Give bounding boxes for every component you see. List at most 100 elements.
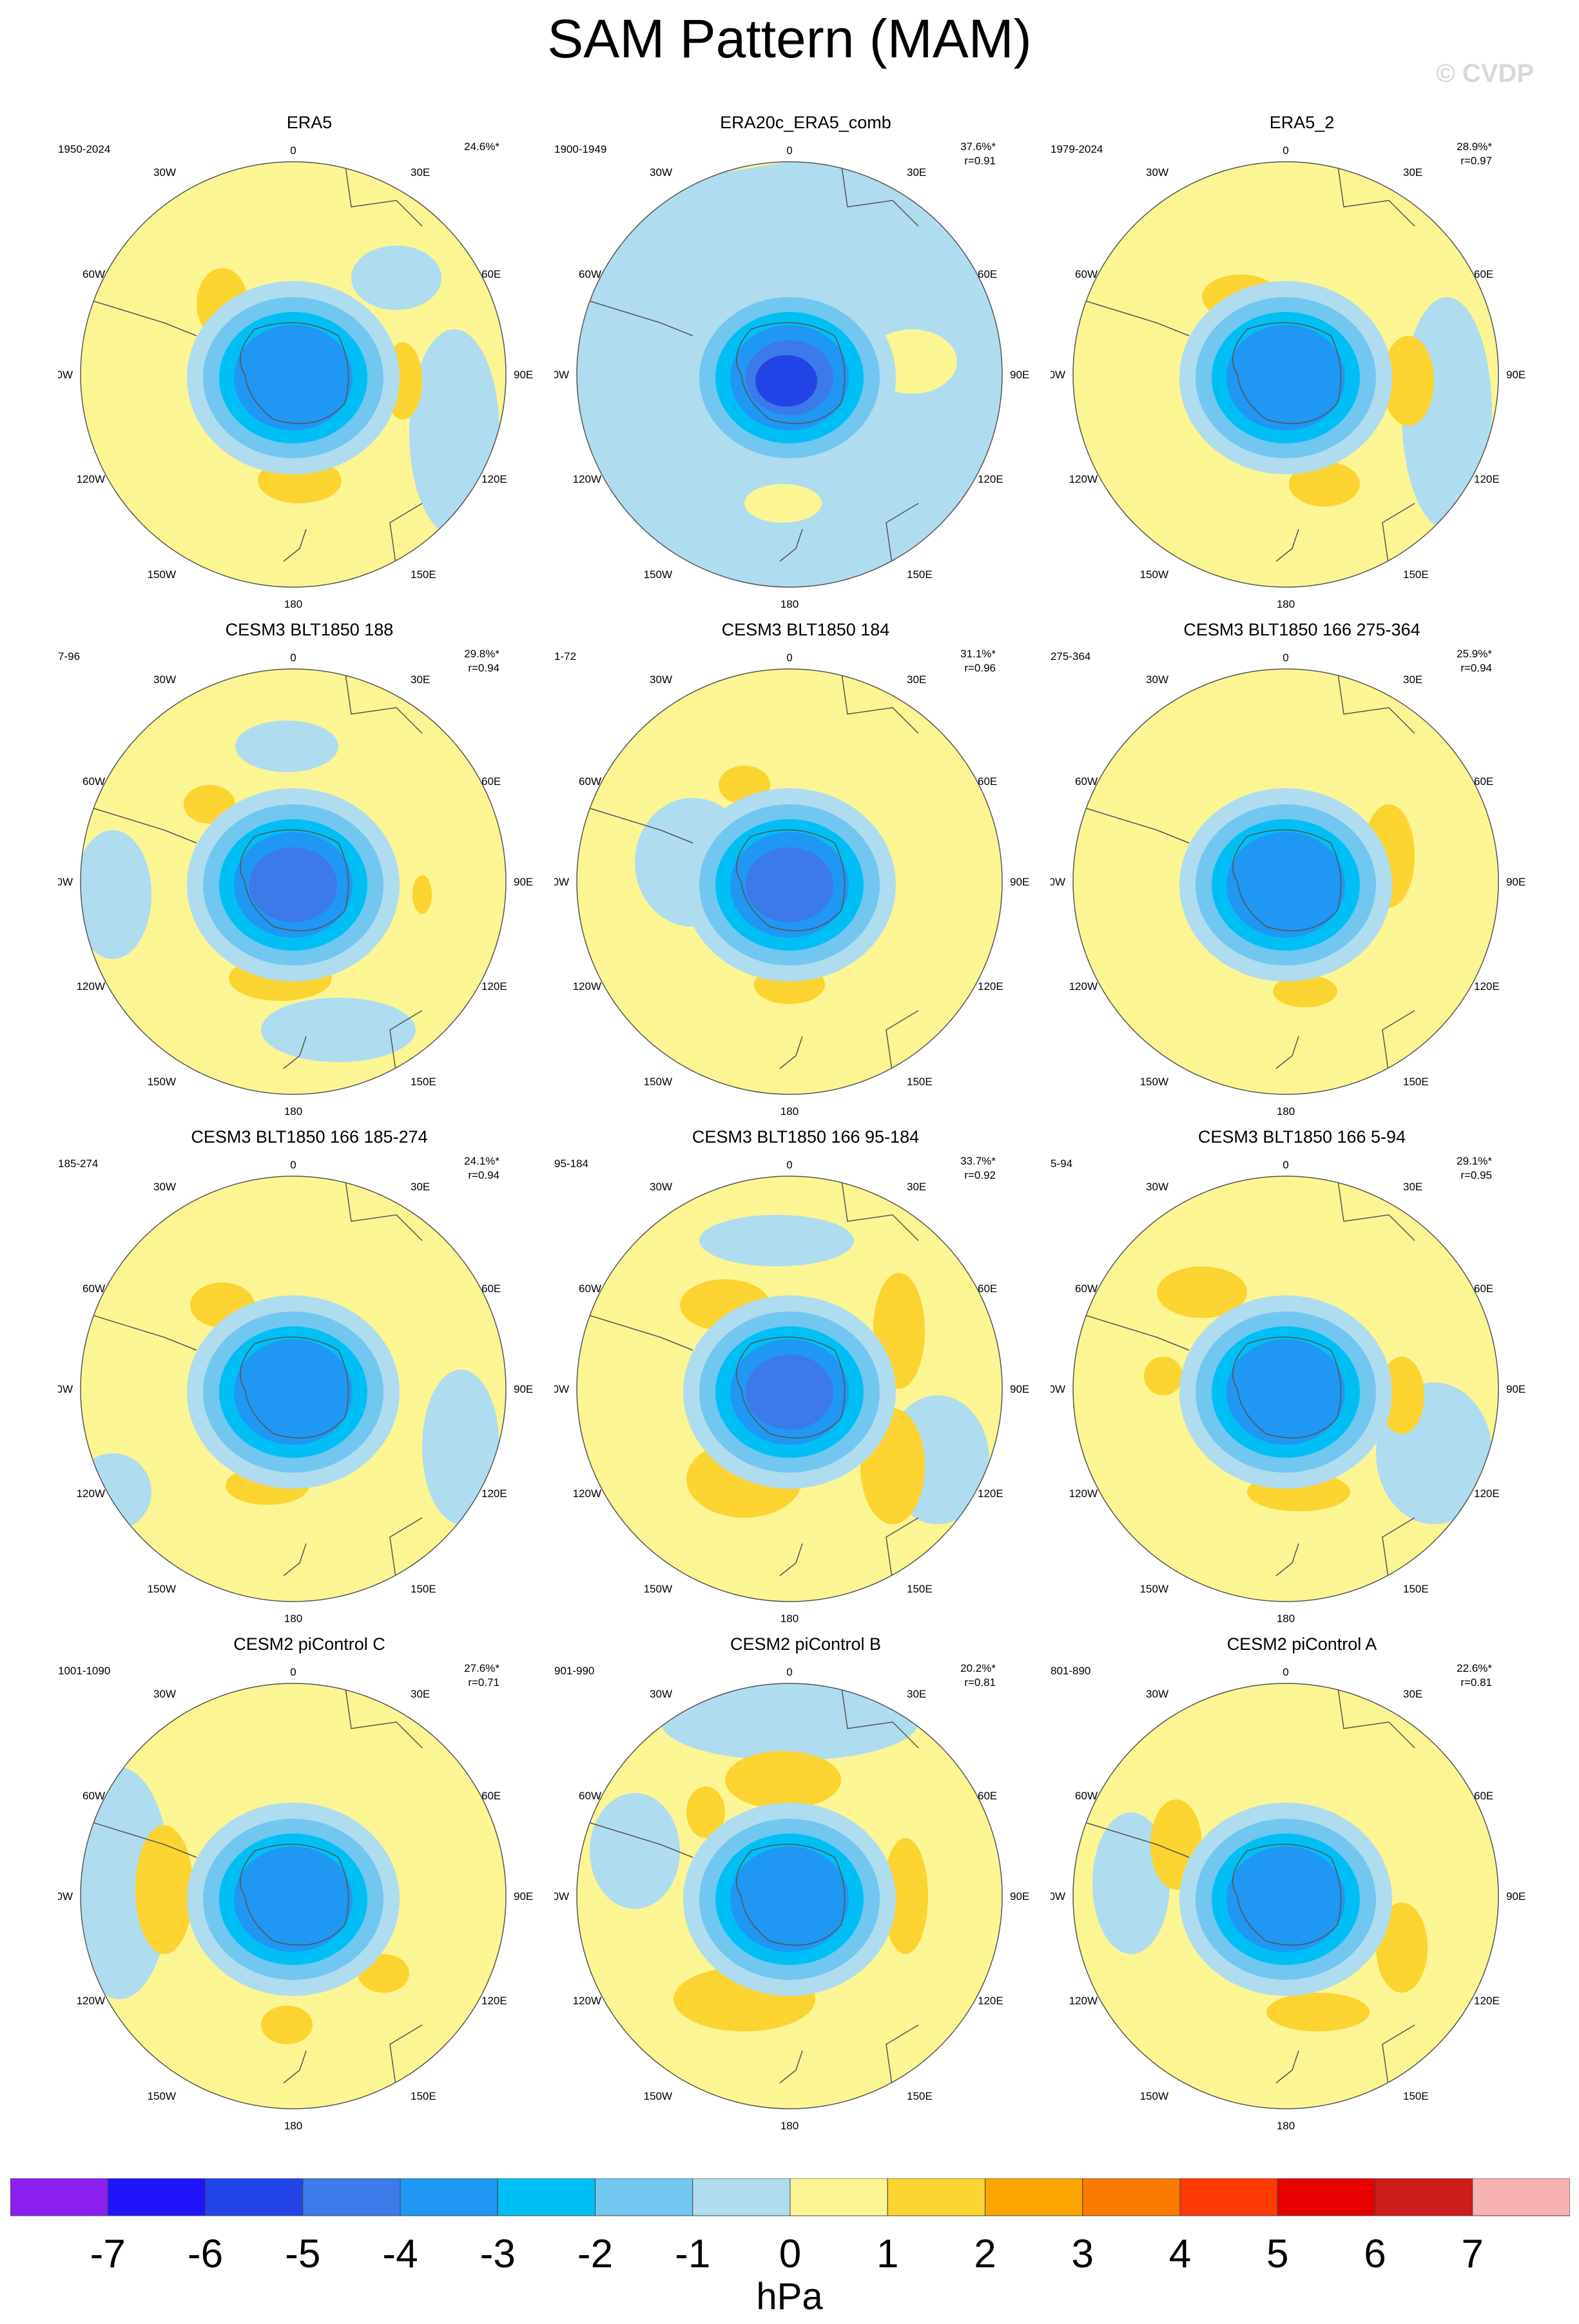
- africa-coastline: [1337, 162, 1415, 227]
- lon-label-120w: 120W: [1069, 1487, 1098, 1500]
- lon-label-30e: 30E: [907, 166, 926, 179]
- lon-label-60e: 60E: [1474, 1790, 1493, 1802]
- positive-anomaly: [1376, 1903, 1428, 1993]
- antarctica-coastline: [1232, 829, 1342, 931]
- antarctica-coastline: [736, 829, 846, 931]
- south-america-coastline: [577, 804, 693, 844]
- correlation-label: r=0.97: [1460, 155, 1492, 167]
- lon-label-120e: 120E: [481, 980, 507, 993]
- lon-label-120w: 120W: [1069, 980, 1098, 993]
- polar-map: 0 180 30E 60E 90E 120E 150E 30W 60W 90W 120W 150W 18…: [58, 1155, 533, 1625]
- lon-label-bottom: 180: [284, 2120, 302, 2132]
- colorbar-tick-label: 2: [974, 2232, 996, 2276]
- polar-map: 0 180 30E 60E 90E 120E 150E 30W 60W 90W 120W 150W 10…: [58, 1662, 533, 2132]
- lon-label-120e: 120E: [978, 1995, 1003, 2007]
- lon-label-90e: 90E: [1010, 876, 1029, 888]
- colorbar: [10, 2178, 1570, 2216]
- pct-variance-label: 37.6%*: [960, 140, 996, 153]
- colorbar-swatch: [107, 2178, 206, 2216]
- positive-anomaly: [1266, 1993, 1370, 2031]
- lon-label-60e: 60E: [1474, 268, 1493, 280]
- negative-anomaly: [261, 998, 416, 1062]
- negative-anomaly: [249, 847, 337, 922]
- positive-anomaly: [1382, 336, 1434, 426]
- lon-label-120w: 120W: [77, 980, 105, 993]
- years-label: 1001-1090: [58, 1665, 110, 1677]
- south-america-coastline: [1073, 1311, 1190, 1351]
- lon-label-150w: 150W: [644, 568, 672, 581]
- lon-label-150w: 150W: [148, 1583, 176, 1595]
- africa-coastline: [840, 1176, 919, 1241]
- positive-anomaly: [261, 2006, 313, 2044]
- map-panel: CESM3 BLT1850 166 5-94 0 180 30E 60E 90E 120E 1…: [1051, 1127, 1553, 1636]
- colorbar-swatch: [302, 2178, 401, 2216]
- positive-anomaly: [725, 1751, 841, 1809]
- lon-label-150w: 150W: [148, 1076, 176, 1088]
- lon-label-150e: 150E: [411, 1583, 436, 1595]
- negative-anomaly: [422, 1370, 499, 1524]
- positive-anomaly: [412, 875, 432, 914]
- lon-label-30e: 30E: [411, 1688, 430, 1700]
- lon-label-120w: 120W: [573, 473, 601, 485]
- pct-variance-label: 33.7%*: [960, 1155, 996, 1167]
- new-zealand-coastline: [283, 1543, 307, 1576]
- lon-label-150e: 150E: [411, 568, 436, 581]
- lon-label-90w: 90W: [1051, 876, 1065, 888]
- colorbar-swatch: [1375, 2178, 1473, 2216]
- lon-label-60w: 60W: [579, 1790, 601, 1802]
- africa-coastline: [840, 669, 919, 734]
- panel-title: ERA20c_ERA5_comb: [720, 113, 891, 132]
- panel-title: ERA5: [286, 113, 333, 132]
- lon-label-top: 0: [290, 652, 296, 664]
- colorbar-tick-label: 4: [1168, 2232, 1192, 2276]
- map-panel: CESM3 BLT1850 166 275-364 0 180 30E 60E 90E 12…: [1051, 620, 1553, 1129]
- lon-label-120e: 120E: [978, 980, 1003, 993]
- negative-anomaly: [81, 1767, 171, 1999]
- lon-label-30e: 30E: [1403, 166, 1422, 179]
- lon-label-150w: 150W: [148, 2090, 176, 2102]
- positive-anomaly: [1157, 1266, 1247, 1318]
- colorbar-tick-label: 7: [1461, 2232, 1484, 2276]
- lon-label-120e: 120E: [1474, 1487, 1500, 1500]
- negative-anomaly: [1226, 325, 1345, 431]
- africa-coastline: [840, 162, 919, 227]
- map-boundary: [80, 1683, 507, 2109]
- colorbar-tick-label: 6: [1364, 2232, 1386, 2276]
- lon-label-90e: 90E: [1010, 1383, 1029, 1395]
- positive-anomaly: [883, 1838, 928, 1954]
- lon-label-60e: 60E: [481, 1790, 501, 1802]
- colorbar-tick-label: -6: [187, 2232, 224, 2276]
- antarctica-coastline: [1232, 1336, 1342, 1438]
- polar-map: 0 180 30E 60E 90E 120E 150E 30W 60W 90W 120W 150W 19…: [58, 140, 533, 610]
- lon-label-90w: 90W: [58, 1383, 73, 1395]
- lon-label-60w: 60W: [1075, 1283, 1098, 1295]
- polar-map: 0 180 30E 60E 90E 120E 150E 30W 60W 90W 120W 150W 27…: [1051, 648, 1526, 1118]
- lon-label-60w: 60W: [579, 1283, 601, 1295]
- antarctica-coastline: [1232, 322, 1342, 424]
- pct-variance-label: 24.6%*: [464, 140, 499, 153]
- years-label: 275-364: [1051, 650, 1090, 663]
- lon-label-top: 0: [1283, 652, 1288, 664]
- lon-label-150w: 150W: [1140, 1583, 1168, 1595]
- lon-label-150e: 150E: [1403, 1583, 1429, 1595]
- map-boundary: [576, 1683, 1003, 2109]
- africa-coastline: [840, 1683, 919, 1748]
- lon-label-90e: 90E: [514, 369, 533, 381]
- lon-label-30e: 30E: [907, 1181, 926, 1193]
- africa-coastline: [1337, 1683, 1415, 1748]
- lon-label-top: 0: [1283, 1159, 1288, 1171]
- colorbar-tick-label: -2: [577, 2232, 614, 2276]
- map-boundary: [80, 668, 507, 1095]
- map-panel: CESM2 piControl B 0 180 30E 60E 90E 120E 150E 30…: [554, 1634, 1057, 2144]
- pct-variance-label: 20.2%*: [960, 1662, 996, 1674]
- colorbar-swatch: [10, 2178, 108, 2216]
- lon-label-30e: 30E: [907, 1688, 926, 1700]
- polar-map: 0 180 30E 60E 90E 120E 150E 30W 60W 90W 120W 150W 7-…: [58, 648, 533, 1118]
- lon-label-120e: 120E: [978, 473, 1003, 485]
- map-boundary: [576, 668, 1003, 1095]
- lon-label-90e: 90E: [1010, 1890, 1029, 1903]
- lon-label-60e: 60E: [978, 775, 997, 788]
- new-zealand-coastline: [1275, 1543, 1299, 1576]
- lon-label-90e: 90E: [514, 1383, 533, 1395]
- correlation-label: r=0.81: [1460, 1676, 1492, 1689]
